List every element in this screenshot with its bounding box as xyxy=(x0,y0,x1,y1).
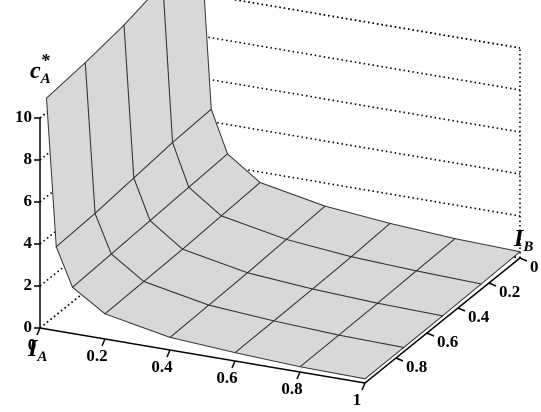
x-tick-label: 0.2 xyxy=(86,346,107,365)
z-tick-label: 0 xyxy=(24,317,33,336)
z-axis-label: c* A xyxy=(30,50,51,87)
x-tick-label: 0 xyxy=(28,335,37,354)
y-tick-label: 0.8 xyxy=(406,357,427,376)
y-tick-label: 0.6 xyxy=(437,332,458,351)
x-tick xyxy=(296,371,301,380)
z-tick-label: 10 xyxy=(15,107,32,126)
y-label-main: I xyxy=(513,226,525,252)
y-tick-label: 0.2 xyxy=(499,282,520,301)
y-axis-label: IB xyxy=(513,226,533,256)
y-tick xyxy=(457,307,466,312)
surface-cell xyxy=(45,61,96,248)
box-edge xyxy=(231,0,521,49)
x-tick xyxy=(101,338,106,347)
x-tick-label: 0.6 xyxy=(216,368,237,387)
grid-line xyxy=(194,34,521,91)
x-tick xyxy=(36,327,41,336)
y-tick xyxy=(395,357,404,362)
x-tick xyxy=(166,349,171,358)
y-tick-label: 0 xyxy=(530,257,539,276)
axis-line xyxy=(364,257,521,384)
surface xyxy=(45,0,522,380)
z-label-sub: A xyxy=(40,71,51,87)
y-tick xyxy=(426,332,435,337)
x-tick-label: 0.4 xyxy=(151,357,173,376)
y-tick xyxy=(488,282,497,287)
x-tick-label: 1 xyxy=(353,390,362,409)
z-tick-label: 4 xyxy=(24,233,33,252)
x-tick xyxy=(361,382,366,391)
y-label-sub: B xyxy=(522,239,533,255)
z-tick-label: 2 xyxy=(24,275,33,294)
z-label-sup: * xyxy=(41,50,51,70)
grid-line xyxy=(194,76,521,133)
y-tick xyxy=(519,257,528,262)
x-tick-label: 0.8 xyxy=(281,379,302,398)
grid-line xyxy=(194,160,521,217)
x-axis-label: IA xyxy=(27,336,47,366)
grid-line xyxy=(194,118,521,175)
z-tick-label: 6 xyxy=(24,191,33,210)
y-tick-label: 0.4 xyxy=(468,307,490,326)
axis-line xyxy=(39,327,366,384)
x-label-main: I xyxy=(27,336,39,362)
z-tick-label: 8 xyxy=(24,149,33,168)
z-label-main: c xyxy=(30,58,41,84)
grid-line xyxy=(231,0,521,49)
x-label-sub: A xyxy=(36,349,47,365)
x-tick xyxy=(231,360,236,369)
